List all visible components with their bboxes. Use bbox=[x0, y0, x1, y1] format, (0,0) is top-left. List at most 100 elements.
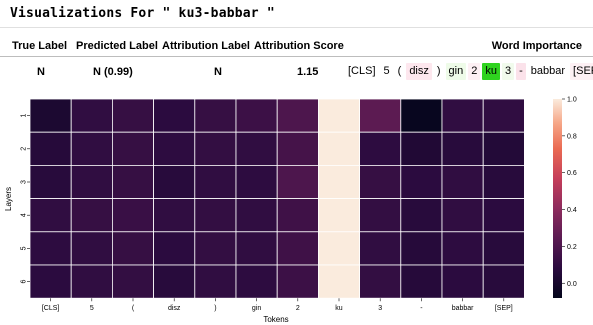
heatmap-cell bbox=[482, 98, 525, 133]
heatmap-cell bbox=[235, 131, 278, 166]
heatmap-cell bbox=[441, 198, 484, 233]
heatmap-cell bbox=[317, 231, 360, 266]
heatmap-cell bbox=[194, 231, 237, 266]
word-token: 5 bbox=[380, 62, 393, 80]
heatmap-cell bbox=[441, 165, 484, 200]
x-tick-label: 2 bbox=[296, 305, 300, 312]
colorbar-tick-label: 0.4 bbox=[567, 207, 577, 214]
heatmap-cell bbox=[441, 264, 484, 299]
heatmap-cell bbox=[359, 231, 402, 266]
heatmap-cell bbox=[400, 264, 443, 299]
word-token: 2 bbox=[468, 62, 481, 80]
word-token: ( bbox=[394, 62, 405, 80]
y-tick-label: 5 bbox=[21, 246, 28, 250]
word-token: 3 bbox=[501, 62, 515, 80]
heatmap-cell bbox=[317, 264, 360, 299]
heatmap-cell bbox=[112, 198, 155, 233]
colorbar-tick-label: 0.2 bbox=[567, 244, 577, 251]
heatmap-cell bbox=[194, 198, 237, 233]
colorbar-tick-label: 0.6 bbox=[567, 170, 577, 177]
heatmap-cell bbox=[70, 198, 113, 233]
cell-predicted-label: N (0.99) bbox=[93, 66, 133, 78]
word-token: gin bbox=[445, 62, 467, 80]
header-true-label: True Label bbox=[12, 40, 68, 52]
attribution-heatmap: 1 2 3 4 5 6 [CLS] 5 (disz) gin 2 ku 3 - babbar [SEP] L… bbox=[4, 97, 577, 325]
x-tick-label: ku bbox=[335, 305, 343, 312]
heatmap-cell bbox=[276, 98, 319, 133]
heatmap-cell bbox=[153, 198, 196, 233]
y-tick-label: 6 bbox=[21, 280, 28, 284]
title-divider bbox=[0, 27, 593, 28]
heatmap-cell bbox=[235, 98, 278, 133]
heatmap-cell bbox=[70, 231, 113, 266]
heatmap-cell bbox=[317, 198, 360, 233]
x-tick-label: 5 bbox=[90, 305, 94, 312]
heatmap-cell bbox=[29, 198, 72, 233]
heatmap-cell bbox=[70, 165, 113, 200]
heatmap-cell bbox=[400, 98, 443, 133]
heatmap-cell bbox=[112, 231, 155, 266]
heatmap-cell bbox=[29, 264, 72, 299]
y-tick-label: 2 bbox=[21, 147, 28, 151]
word-token: disz bbox=[406, 62, 432, 80]
heatmap-cell bbox=[276, 131, 319, 166]
x-tick-label: disz bbox=[168, 305, 181, 312]
heatmap-cell bbox=[482, 264, 525, 299]
heatmap-cell bbox=[400, 231, 443, 266]
heatmap-cell bbox=[317, 131, 360, 166]
heatmap-cell bbox=[400, 131, 443, 166]
x-tick-label: ( bbox=[132, 305, 135, 312]
heatmap-cell bbox=[29, 131, 72, 166]
x-tick-label: babbar bbox=[452, 305, 474, 312]
heatmap-cell bbox=[276, 264, 319, 299]
colorbar-tick-label: 0.8 bbox=[567, 133, 577, 140]
colorbar bbox=[553, 99, 562, 298]
colorbar-tick-label: 0.0 bbox=[567, 281, 577, 288]
heatmap-cell bbox=[235, 231, 278, 266]
cell-true-label: N bbox=[37, 66, 45, 78]
heatmap-cell bbox=[70, 131, 113, 166]
heatmap-cell bbox=[441, 131, 484, 166]
heatmap-cell bbox=[153, 98, 196, 133]
y-tick-label: 4 bbox=[21, 213, 28, 217]
cell-attribution-score: 1.15 bbox=[297, 66, 319, 78]
heatmap-cell bbox=[112, 98, 155, 133]
heatmap-cell bbox=[400, 165, 443, 200]
heatmap-cell bbox=[112, 165, 155, 200]
heatmap-cell bbox=[359, 131, 402, 166]
x-tick-label: [CLS] bbox=[42, 305, 60, 312]
x-tick-label: - bbox=[420, 305, 423, 312]
heatmap-cell bbox=[441, 98, 484, 133]
heatmap-cell bbox=[153, 165, 196, 200]
heatmap-cell bbox=[194, 131, 237, 166]
colorbar-tick-label: 1.0 bbox=[567, 97, 577, 104]
heatmap-cell bbox=[29, 165, 72, 200]
y-tick-label: 3 bbox=[21, 180, 28, 184]
word-token: ) bbox=[433, 62, 444, 80]
heatmap-cell bbox=[482, 231, 525, 266]
heatmap-cell bbox=[153, 131, 196, 166]
x-tick-label: ) bbox=[214, 305, 216, 312]
word-token: [CLS] bbox=[345, 62, 379, 80]
heatmap-cell bbox=[153, 264, 196, 299]
header-word-importance: Word Importance bbox=[491, 40, 582, 52]
y-axis-label: Layers bbox=[4, 187, 13, 211]
heatmap-cell bbox=[400, 198, 443, 233]
heatmap-cell bbox=[235, 264, 278, 299]
heatmap-cell bbox=[317, 98, 360, 133]
heatmap-cell bbox=[112, 264, 155, 299]
x-axis-label: Tokens bbox=[263, 315, 288, 324]
heatmap-cell bbox=[441, 231, 484, 266]
heatmap-cell bbox=[359, 165, 402, 200]
word-token: [SEP] bbox=[570, 62, 593, 80]
word-token: - bbox=[516, 62, 526, 80]
heatmap-cell bbox=[29, 98, 72, 133]
heatmap-cell bbox=[70, 264, 113, 299]
heatmap-cell bbox=[70, 98, 113, 133]
heatmap-cell bbox=[235, 198, 278, 233]
heatmap-cell bbox=[276, 198, 319, 233]
x-tick-label: 3 bbox=[378, 305, 382, 312]
heatmap-cell bbox=[29, 231, 72, 266]
x-tick-label: [SEP] bbox=[495, 305, 513, 312]
